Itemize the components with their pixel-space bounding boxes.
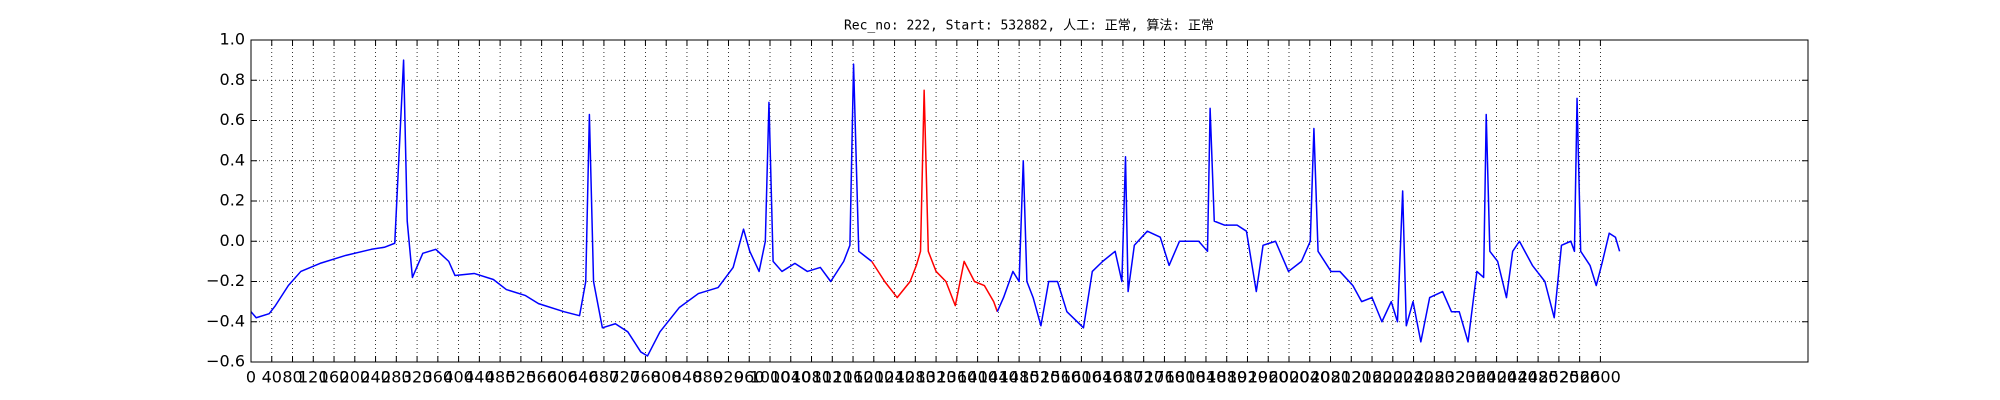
x-tick-label: 40: [262, 368, 282, 387]
x-tick-label: 360: [423, 368, 454, 387]
chart-title: Rec_no: 222, Start: 532882, 人工: 正常, 算法: …: [844, 19, 1214, 34]
x-tick-label: 1880: [1206, 368, 1247, 387]
signal-line: [250, 59, 873, 357]
x-tick-label: 1760: [1144, 368, 1185, 387]
y-tick-label: 1.0: [220, 30, 245, 49]
x-tick-label: 720: [609, 368, 640, 387]
x-tick-label: 1280: [895, 368, 936, 387]
x-tick-label: 2560: [1559, 368, 1600, 387]
x-tick-label: 0: [246, 368, 256, 387]
x-tick-label: 2440: [1497, 368, 1538, 387]
plot-frame: [250, 39, 1809, 363]
x-tick-label: 2320: [1435, 368, 1476, 387]
y-tick-label: 0.6: [220, 110, 245, 129]
y-tick-label: 0.0: [220, 231, 245, 250]
x-tick-label: 1400: [957, 368, 998, 387]
x-tick-label: 1920: [1227, 368, 1268, 387]
x-tick-label: 320: [402, 368, 433, 387]
x-tick-label: 760: [630, 368, 661, 387]
x-tick-label: 2080: [1310, 368, 1351, 387]
x-tick-label: 2240: [1393, 368, 1434, 387]
x-tick-label: 2160: [1352, 368, 1393, 387]
x-tick-label: 440: [464, 368, 495, 387]
y-tick-label: −0.4: [206, 311, 245, 330]
x-tick-label: 1720: [1123, 368, 1164, 387]
x-tick-label: 640: [568, 368, 599, 387]
x-tick-label: 1840: [1186, 368, 1227, 387]
x-tick-label: 880: [692, 368, 723, 387]
x-tick-label: 160: [319, 368, 350, 387]
y-tick-label: −0.2: [206, 271, 245, 290]
y-tick-label: 0.4: [220, 150, 245, 169]
x-tick-label: 240: [360, 368, 391, 387]
x-tick-label: 1520: [1020, 368, 1061, 387]
x-tick-label: 2360: [1455, 368, 1496, 387]
x-tick-label: 1000: [750, 368, 791, 387]
x-tick-label: 2480: [1518, 368, 1559, 387]
y-tick-label: 0.8: [220, 70, 245, 89]
x-tick-label: 2200: [1372, 368, 1413, 387]
x-tick-label: 1040: [770, 368, 811, 387]
x-tick-label: 960: [734, 368, 765, 387]
x-tick-label: 200: [340, 368, 371, 387]
x-tick-label: 120: [298, 368, 329, 387]
x-tick-label: 480: [485, 368, 516, 387]
y-tick-label: −0.6: [206, 352, 245, 371]
x-tick-label: 2280: [1414, 368, 1455, 387]
x-tick-label: 1640: [1082, 368, 1123, 387]
x-tick-label: 2040: [1289, 368, 1330, 387]
x-tick-label: 2600: [1580, 368, 1621, 387]
x-tick-label: 2000: [1269, 368, 1310, 387]
x-tick-label: 1240: [874, 368, 915, 387]
x-tick-label: 1480: [999, 368, 1040, 387]
x-tick-label: 1560: [1040, 368, 1081, 387]
x-tick-label: 920: [713, 368, 744, 387]
x-tick-label: 600: [547, 368, 578, 387]
x-tick-label: 1800: [1165, 368, 1206, 387]
x-tick-label: 800: [651, 368, 682, 387]
signal-line: [871, 89, 999, 312]
x-tick-label: 2120: [1331, 368, 1372, 387]
x-tick-label: 1200: [853, 368, 894, 387]
x-tick-label: 1360: [936, 368, 977, 387]
x-tick-label: 1680: [1103, 368, 1144, 387]
x-tick-label: 280: [381, 368, 412, 387]
x-tick-label: 1600: [1061, 368, 1102, 387]
signal-line: [996, 97, 1621, 343]
x-tick-label: 80: [282, 368, 302, 387]
x-tick-label: 680: [589, 368, 620, 387]
x-tick-label: 1320: [916, 368, 957, 387]
x-tick-label: 840: [672, 368, 703, 387]
x-tick-label: 2400: [1476, 368, 1517, 387]
x-tick-label: 1440: [978, 368, 1019, 387]
x-tick-label: 1120: [812, 368, 853, 387]
x-tick-label: 1160: [833, 368, 874, 387]
x-tick-label: 560: [526, 368, 557, 387]
y-tick-label: 0.2: [220, 191, 245, 210]
x-tick-label: 1960: [1248, 368, 1289, 387]
x-tick-label: 2520: [1539, 368, 1580, 387]
x-tick-label: 520: [506, 368, 537, 387]
x-tick-label: 400: [443, 368, 474, 387]
x-tick-label: 1080: [791, 368, 832, 387]
